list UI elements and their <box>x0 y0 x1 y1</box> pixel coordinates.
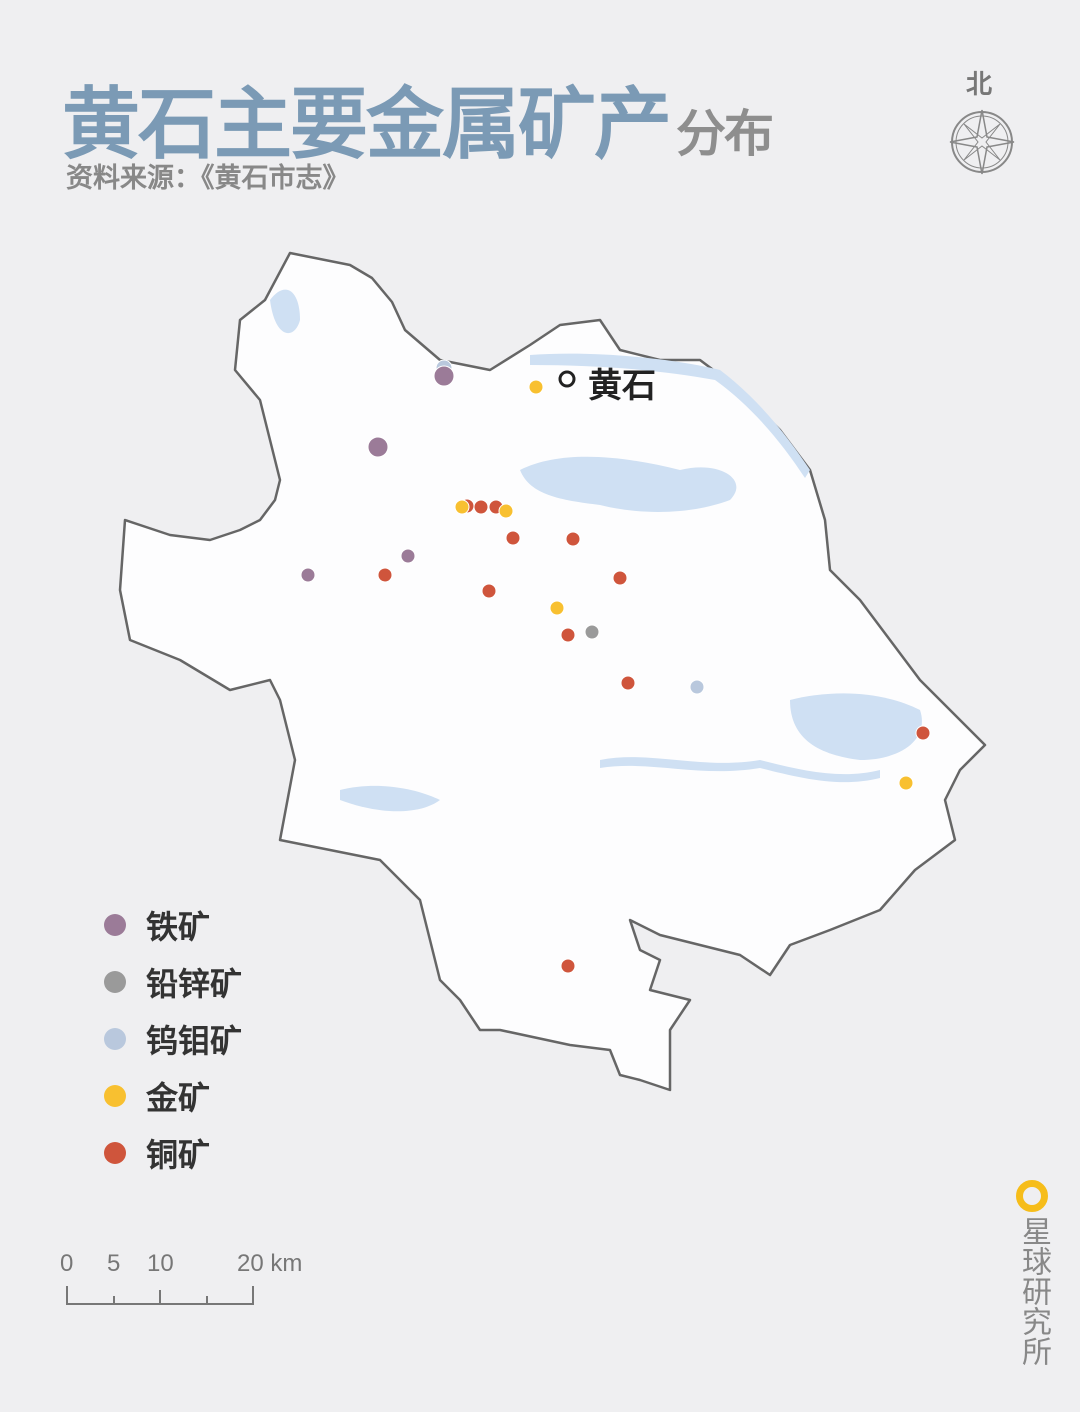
mine-point-gold <box>454 499 470 515</box>
brand-ring-icon <box>1016 1180 1048 1212</box>
legend-dot <box>104 913 126 936</box>
scale-ruler <box>66 1286 254 1305</box>
legend: 铁矿 铅锌矿 钨钼矿 金矿 铜矿 <box>104 896 242 1181</box>
legend-dot <box>104 1141 126 1164</box>
mine-point-copper <box>620 675 636 691</box>
mine-point-copper <box>612 570 628 586</box>
water-bodies <box>270 289 922 812</box>
data-source: 资料来源：《黄石市志》 <box>66 163 350 194</box>
legend-item-leadzinc: 铅锌矿 <box>104 953 242 1010</box>
scale-label: 20 km <box>237 1250 303 1277</box>
legend-item-gold: 金矿 <box>104 1067 242 1124</box>
scale-label: 5 <box>107 1250 121 1277</box>
mine-point-gold <box>549 600 565 616</box>
legend-label: 钨钼矿 <box>146 1021 243 1060</box>
legend-dot <box>104 1027 126 1050</box>
title-sub: 分布 <box>676 104 774 163</box>
mine-point-leadzinc <box>584 624 600 640</box>
city-marker <box>558 370 576 388</box>
mine-point-copper <box>505 530 521 546</box>
lake <box>340 785 440 812</box>
lake <box>270 289 300 334</box>
mine-point-copper <box>560 958 576 974</box>
region-boundary <box>118 251 987 1092</box>
legend-dot <box>104 1084 126 1107</box>
mine-point-copper <box>915 725 931 741</box>
mine-point-gold <box>898 775 914 791</box>
legend-item-tungsten: 钨钼矿 <box>104 1010 242 1067</box>
scale-label: 10 <box>147 1250 174 1277</box>
mine-point-iron <box>300 567 316 583</box>
lake <box>790 693 922 760</box>
map-title: 黄石主要金属矿产 分布 <box>62 62 774 174</box>
title-main: 黄石主要金属矿产 <box>62 79 672 170</box>
mine-point-iron <box>400 548 416 564</box>
brand-name: 星球研究所 <box>1016 1216 1051 1366</box>
mine-point-tungsten <box>689 679 705 695</box>
legend-label: 铅锌矿 <box>146 964 243 1003</box>
mine-point-copper <box>377 567 393 583</box>
river <box>600 757 880 783</box>
mine-point-gold <box>498 503 514 519</box>
mine-point-copper <box>473 499 489 515</box>
mine-point-copper <box>565 531 581 547</box>
mine-point-gold <box>528 379 544 395</box>
legend-dot <box>104 970 126 993</box>
city-label: 黄石 <box>588 366 656 406</box>
lake <box>520 456 737 512</box>
mine-point-copper <box>560 627 576 643</box>
legend-label: 铜矿 <box>146 1135 211 1174</box>
mine-point-copper <box>481 583 497 599</box>
mine-points <box>300 359 931 974</box>
legend-label: 铁矿 <box>146 907 211 946</box>
mine-point-iron <box>433 365 455 387</box>
brand-logo: 星球研究所 <box>1016 1180 1051 1366</box>
legend-label: 金矿 <box>146 1078 211 1117</box>
compass-rose-icon <box>949 109 1015 175</box>
legend-item-copper: 铜矿 <box>104 1124 242 1181</box>
mine-point-iron <box>367 436 389 458</box>
legend-item-iron: 铁矿 <box>104 896 242 953</box>
north-label: 北 <box>966 70 993 100</box>
scale-label: 0 <box>60 1250 74 1277</box>
